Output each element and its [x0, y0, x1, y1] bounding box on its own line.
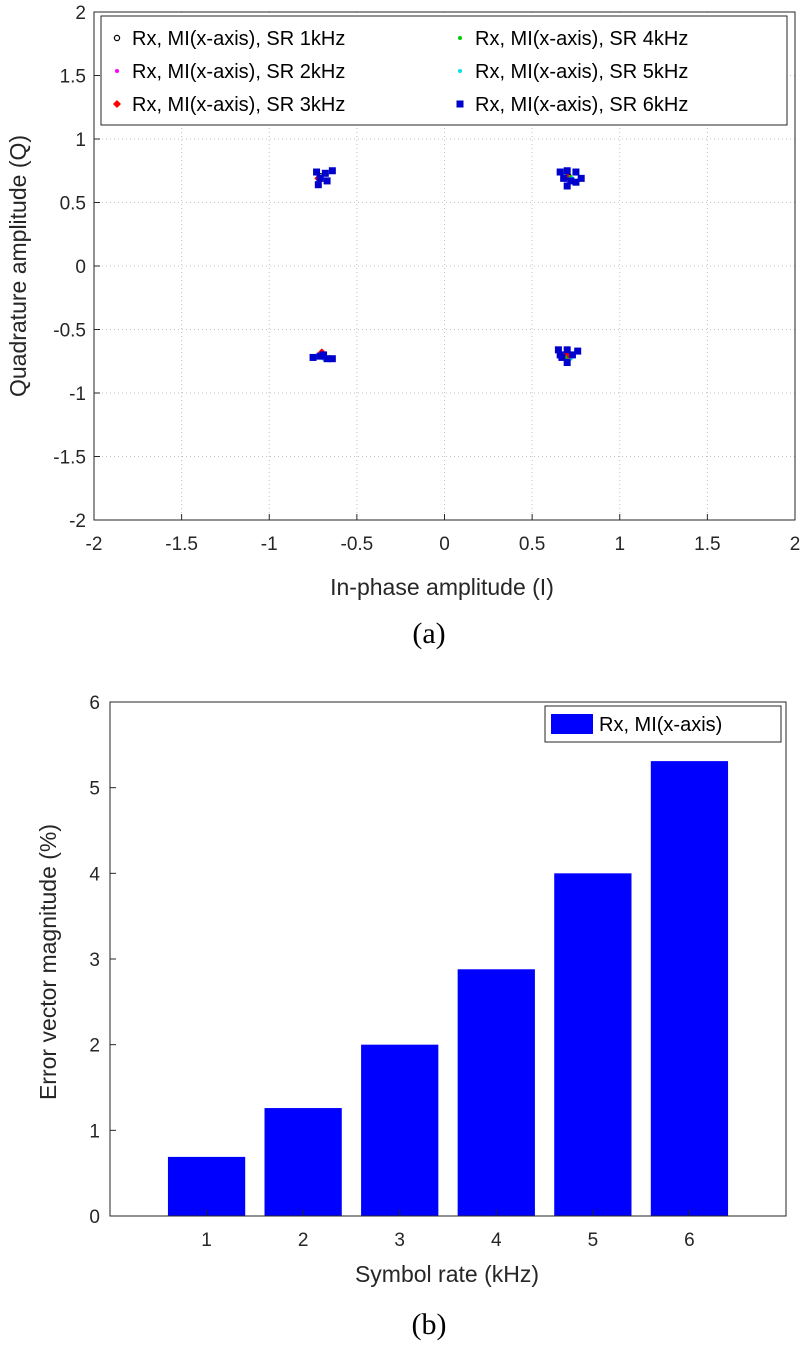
- bars: [167, 761, 729, 1216]
- tick-label-x: 4: [491, 1230, 502, 1251]
- data-point: [323, 177, 331, 185]
- y-axis-label-b: Error vector magnitude (%): [35, 824, 61, 1100]
- data-point: [321, 169, 329, 177]
- data-point: [313, 168, 321, 176]
- legend-marker: [113, 100, 121, 108]
- bar: [361, 1044, 439, 1216]
- tick-label-y: 1: [75, 130, 86, 151]
- tick-label-x: 1: [614, 534, 625, 555]
- legend-marker: [113, 34, 121, 42]
- bar: [167, 1156, 246, 1216]
- legend-marker: [458, 69, 462, 73]
- data-point: [574, 347, 582, 355]
- data-point: [577, 174, 585, 182]
- ticks-a: -2 -1.5 -1 -0.5 0 0.5 1 1.5 2 2 1.5 1 0.5 0 -0.5 -1 -1.5…: [53, 3, 800, 555]
- tick-label-y: 0.5: [60, 194, 86, 215]
- tick-label-x: -0.5: [341, 534, 374, 555]
- legend-label: Rx, MI(x-axis), SR 6kHz: [475, 94, 688, 116]
- caption-b: (b): [412, 1308, 447, 1341]
- tick-label-y: -1: [69, 384, 86, 405]
- tick-label-x: -2: [86, 534, 103, 555]
- data-point: [323, 355, 331, 363]
- tick-label-x: 2: [298, 1230, 309, 1251]
- constellation-chart: -2 -1.5 -1 -0.5 0 0.5 1 1.5 2 2 1.5 1 0.5 0 -0.5 -1 -1.5…: [5, 3, 800, 650]
- data-point: [563, 359, 571, 367]
- data-point: [568, 351, 576, 359]
- tick-label-y: 0: [89, 1207, 100, 1228]
- caption-a: (a): [412, 617, 445, 650]
- legend-box-a: [100, 15, 788, 126]
- data-point: [563, 167, 571, 175]
- tick-label-y: 1.5: [60, 67, 86, 88]
- data-point: [554, 346, 562, 354]
- tick-label-x: 3: [394, 1230, 405, 1251]
- x-axis-label-b: Symbol rate (kHz): [355, 1261, 539, 1287]
- bar: [264, 1108, 342, 1216]
- tick-label-y: 2: [75, 3, 86, 24]
- legend-marker: [458, 36, 462, 40]
- data-point: [316, 174, 324, 182]
- tick-label-y: -0.5: [53, 321, 86, 342]
- legend-swatch-b: [551, 714, 593, 734]
- data-point: [314, 181, 322, 189]
- legend-label: Rx, MI(x-axis), SR 5kHz: [475, 61, 688, 83]
- data-point: [567, 177, 575, 185]
- tick-label-y: 5: [89, 779, 100, 800]
- x-axis-label-a: In-phase amplitude (I): [330, 574, 554, 600]
- bar: [457, 969, 535, 1216]
- tick-label-x: 5: [588, 1230, 599, 1251]
- data-point: [563, 182, 571, 190]
- data-point: [320, 351, 328, 359]
- tick-label-y: 4: [89, 864, 100, 885]
- data-point: [572, 168, 580, 176]
- data-point: [328, 167, 336, 175]
- legend-a: Rx, MI(x-axis), SR 1kHz Rx, MI(x-axis), S…: [100, 15, 788, 126]
- legend-label: Rx, MI(x-axis), SR 4kHz: [475, 28, 688, 50]
- tick-label-x: -1.5: [165, 534, 198, 555]
- tick-label-y: 3: [89, 950, 100, 971]
- tick-label-y: -1.5: [53, 448, 86, 469]
- legend-label: Rx, MI(x-axis), SR 3kHz: [132, 94, 345, 116]
- y-axis-label-a: Quadrature amplitude (Q): [5, 135, 31, 397]
- data-point: [572, 178, 580, 186]
- tick-label-y: 1: [89, 1121, 100, 1142]
- tick-label-x: 6: [684, 1230, 695, 1251]
- legend-label: Rx, MI(x-axis), SR 2kHz: [132, 61, 345, 83]
- bar: [554, 873, 632, 1216]
- data-point: [309, 353, 317, 361]
- tick-label-y: 6: [89, 693, 100, 714]
- data-point: [556, 168, 564, 176]
- scatter-points: [309, 167, 585, 367]
- legend-label: Rx, MI(x-axis), SR 1kHz: [132, 28, 345, 50]
- tick-label-x: 1: [201, 1230, 212, 1251]
- data-point: [560, 174, 568, 182]
- tick-label-x: 2: [790, 534, 800, 555]
- data-point: [563, 346, 571, 354]
- data-point: [556, 351, 564, 359]
- tick-label-y: 0: [75, 257, 86, 278]
- legend-b: Rx, MI(x-axis): [544, 705, 782, 743]
- tick-label-x: 0.5: [519, 534, 545, 555]
- tick-label-x: -1: [261, 534, 278, 555]
- data-point: [316, 352, 324, 360]
- legend-marker: [115, 69, 119, 73]
- tick-label-y: 2: [89, 1036, 100, 1057]
- ticks-b: 1 2 3 4 5 6 0 1 2 3 4 5 6: [89, 693, 694, 1251]
- legend-label-b: Rx, MI(x-axis): [599, 714, 722, 736]
- legend-marker: [456, 100, 464, 108]
- tick-label-x: 0: [439, 534, 450, 555]
- tick-label-y: -2: [69, 511, 86, 532]
- evm-bar-chart: 1 2 3 4 5 6 0 1 2 3 4 5 6 Rx, MI(x-axis) Symbol rate…: [35, 693, 787, 1341]
- tick-label-x: 1.5: [694, 534, 720, 555]
- bar: [650, 761, 729, 1216]
- data-point: [328, 355, 336, 363]
